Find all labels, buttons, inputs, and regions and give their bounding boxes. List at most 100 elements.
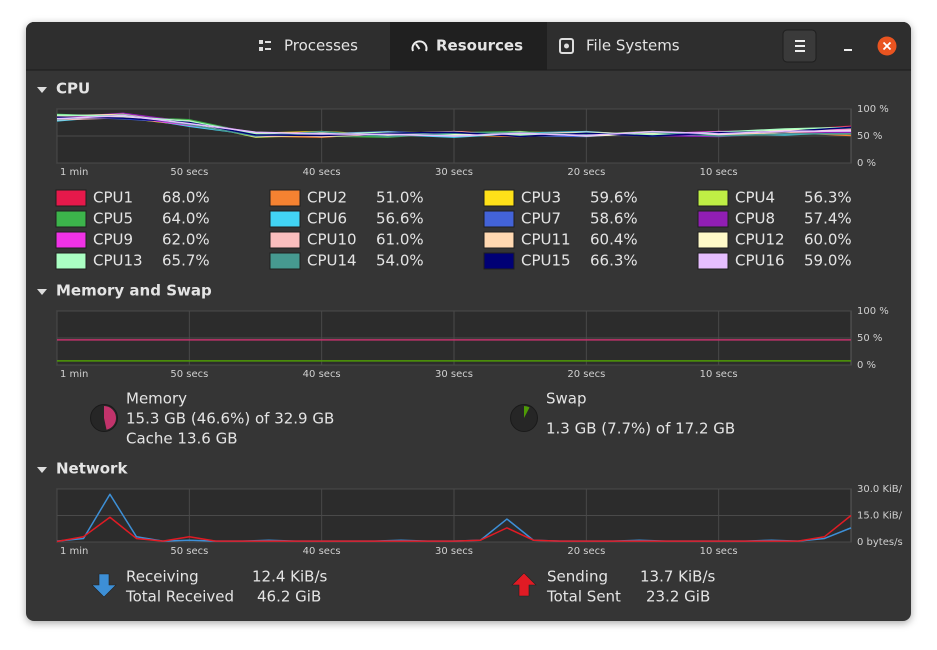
legend-swatch <box>483 252 515 270</box>
legend-name: CPU13 <box>93 252 143 270</box>
legend-value: 65.7% <box>162 252 210 270</box>
sent-total: 23.2 GiB <box>646 588 710 606</box>
tab-resources[interactable]: Resources <box>411 37 524 55</box>
y-tick-label: 0 % <box>857 158 876 169</box>
legend-name: CPU15 <box>521 252 571 270</box>
series-line <box>56 114 851 137</box>
legend-name: CPU12 <box>735 231 785 249</box>
legend-name: CPU10 <box>307 231 357 249</box>
legend-swatch <box>269 189 301 207</box>
legend-swatch <box>697 189 729 207</box>
tab-file-systems[interactable]: File Systems <box>559 37 680 55</box>
legend-swatch <box>697 252 729 270</box>
legend-value: 51.0% <box>376 189 424 207</box>
x-tick-label: 50 secs <box>170 369 208 380</box>
x-tick-label: 30 secs <box>435 369 473 380</box>
y-tick-label: 30.0 KiB/ <box>857 484 903 495</box>
sending-rate: 13.7 KiB/s <box>640 568 716 586</box>
x-tick-label: 10 secs <box>700 369 738 380</box>
legend-swatch <box>697 210 729 228</box>
legend-swatch <box>697 231 729 249</box>
legend-name: CPU4 <box>735 189 775 207</box>
x-tick-label: 1 min <box>60 546 88 557</box>
legend-name: CPU6 <box>307 210 347 228</box>
legend-name: CPU2 <box>307 189 347 207</box>
icon <box>564 43 569 49</box>
x-tick-label: 30 secs <box>435 546 473 557</box>
legend-value: 60.4% <box>590 231 638 249</box>
legend-swatch <box>483 231 515 249</box>
tab-label: Resources <box>436 37 523 55</box>
icon <box>882 41 892 51</box>
legend-name: CPU1 <box>93 189 133 207</box>
upload-icon <box>511 572 537 597</box>
x-tick-label: 1 min <box>60 167 88 178</box>
section-title: Memory and Swap <box>56 282 212 300</box>
usage-pie <box>104 406 117 430</box>
legend-value: 64.0% <box>162 210 210 228</box>
expander[interactable] <box>37 467 47 473</box>
close-button[interactable] <box>877 36 897 56</box>
received-total-label: Total Received <box>125 588 234 606</box>
legend-value: 68.0% <box>162 189 210 207</box>
tab-label: Processes <box>284 37 358 55</box>
legend-value: 57.4% <box>804 210 852 228</box>
swap-detail: 1.3 GB (7.7%) of 17.2 GB <box>546 420 735 438</box>
legend-swatch <box>55 231 87 249</box>
series-line <box>56 114 851 138</box>
download-icon <box>91 573 117 598</box>
series-line <box>56 116 852 138</box>
expander[interactable] <box>37 87 47 93</box>
legend-swatch <box>483 210 515 228</box>
legend-swatch <box>55 252 87 270</box>
legend-name: CPU3 <box>521 189 561 207</box>
icon <box>559 38 574 54</box>
x-tick-label: 10 secs <box>700 546 738 557</box>
x-tick-label: 10 secs <box>700 167 738 178</box>
y-tick-label: 50 % <box>857 333 882 344</box>
x-tick-label: 1 min <box>60 369 88 380</box>
sending-label: Sending <box>547 568 608 586</box>
legend-value: 60.0% <box>804 231 852 249</box>
y-tick-label: 15.0 KiB/ <box>857 511 903 522</box>
icon <box>411 40 428 52</box>
legend-swatch <box>55 210 87 228</box>
series-line <box>56 514 852 543</box>
x-tick-label: 20 secs <box>567 546 605 557</box>
y-tick-label: 100 % <box>857 306 889 317</box>
icon <box>265 41 271 43</box>
expander[interactable] <box>37 289 47 295</box>
receiving-rate: 12.4 KiB/s <box>252 568 328 586</box>
legend-name: CPU11 <box>521 231 571 249</box>
legend-swatch <box>55 189 87 207</box>
tab-processes[interactable]: Processes <box>259 37 358 55</box>
y-tick-label: 100 % <box>857 104 889 115</box>
x-tick-label: 50 secs <box>170 167 208 178</box>
sent-total-label: Total Sent <box>546 588 621 606</box>
icon <box>259 40 263 44</box>
memory-cache: Cache 13.6 GB <box>126 430 238 448</box>
legend-value: 58.6% <box>590 210 638 228</box>
usage-pie <box>524 406 530 418</box>
y-tick-label: 50 % <box>857 131 882 142</box>
legend-swatch <box>269 252 301 270</box>
x-tick-label: 20 secs <box>567 167 605 178</box>
x-tick-label: 50 secs <box>170 546 208 557</box>
menu-button[interactable] <box>782 29 817 63</box>
tab-selected-bg <box>390 22 547 70</box>
legend-name: CPU16 <box>735 252 785 270</box>
icon <box>265 48 271 50</box>
x-tick-label: 30 secs <box>435 167 473 178</box>
legend-swatch <box>269 210 301 228</box>
x-tick-label: 20 secs <box>567 369 605 380</box>
section-title: Network <box>56 460 128 478</box>
legend-name: CPU9 <box>93 231 133 249</box>
y-tick-label: 0 % <box>857 360 876 371</box>
legend-value: 54.0% <box>376 252 424 270</box>
legend-value: 56.6% <box>376 210 424 228</box>
x-tick-label: 40 secs <box>303 167 341 178</box>
x-tick-label: 40 secs <box>303 546 341 557</box>
legend-value: 56.3% <box>804 189 852 207</box>
